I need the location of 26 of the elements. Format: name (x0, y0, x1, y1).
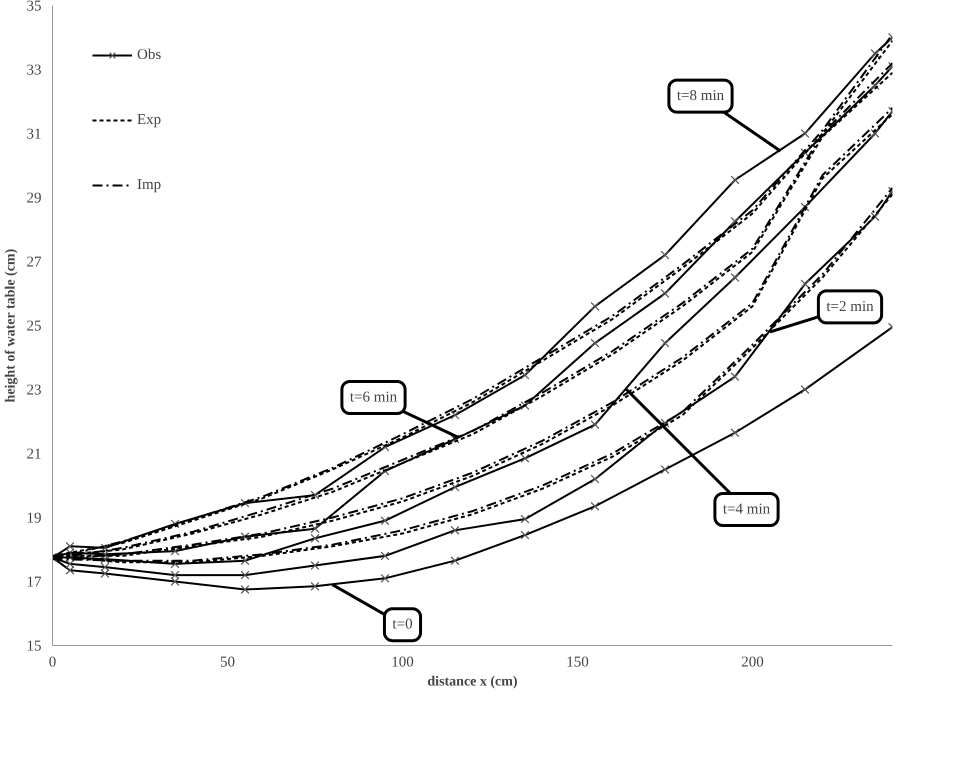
y-tick-label: 31 (26, 126, 42, 142)
annotation: t=4 min (722, 502, 771, 518)
y-tick-label: 17 (26, 574, 42, 590)
x-tick-label: 200 (741, 654, 764, 670)
x-tick-label: 0 (48, 654, 56, 670)
annotation: t=2 min (826, 298, 874, 315)
y-tick-label: 15 (26, 638, 42, 654)
annotation: t=6 min (350, 390, 398, 406)
y-tick-label: 19 (26, 510, 42, 526)
y-tick-label: 23 (26, 382, 42, 398)
legend-label: Exp (137, 112, 162, 128)
y-tick-label: 29 (26, 190, 42, 206)
legend-label: Imp (137, 176, 162, 194)
y-tick-label: 35 (26, 0, 42, 14)
y-tick-label: 21 (26, 446, 42, 462)
y-tick-label: 27 (26, 254, 42, 270)
legend-label: Obs (137, 46, 162, 64)
y-axis-title: height of water table (cm) (4, 248, 18, 402)
x-axis-title: distance x (cm) (427, 674, 518, 690)
annotation: t=8 min (676, 88, 725, 104)
x-tick-label: 50 (220, 654, 235, 670)
annotation: t=0 (392, 616, 413, 633)
y-tick-label: 25 (26, 318, 42, 334)
x-tick-label: 100 (391, 654, 414, 670)
x-tick-label: 150 (566, 654, 589, 670)
y-tick-label: 33 (26, 62, 42, 78)
